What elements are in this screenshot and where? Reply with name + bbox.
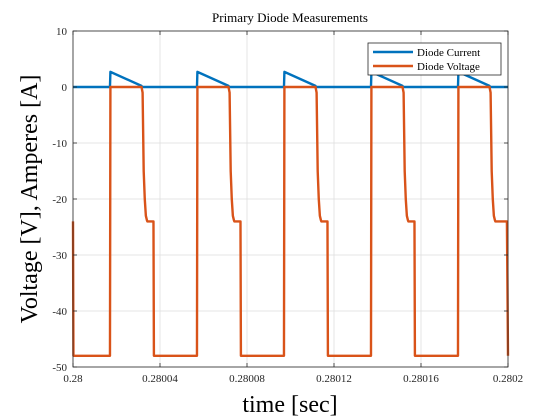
y-tick-label: -30 [52, 250, 67, 262]
x-axis-label: time [sec] [242, 392, 337, 418]
y-tick-label: -10 [52, 138, 67, 150]
y-tick-label: 0 [62, 82, 68, 94]
legend-label-diode-current: Diode Current [417, 47, 480, 59]
series-layer [71, 70, 510, 357]
x-tick-label: 0.28 [63, 373, 83, 385]
chart-title: Primary Diode Measurements [212, 10, 368, 25]
x-tick-label: 0.2802 [493, 373, 523, 385]
legend: Diode Current Diode Voltage [367, 42, 502, 76]
y-tick-label: -40 [52, 306, 67, 318]
x-tick-label: 0.28004 [142, 373, 178, 385]
series-line-diode-voltage [71, 85, 510, 357]
y-axis-label: Voltage [V], Amperes [A] [17, 75, 43, 324]
legend-box [367, 42, 502, 76]
y-tick-label: 10 [56, 26, 68, 38]
y-tick-label: -20 [52, 194, 67, 206]
axis-ticks: 0.28 0.28004 0.28008 0.28012 0.28016 0.2802 10… [52, 26, 523, 385]
legend-label-diode-voltage: Diode Voltage [417, 61, 480, 73]
x-tick-label: 0.28008 [229, 373, 265, 385]
y-tick-label: -50 [52, 362, 67, 374]
x-tick-label: 0.28016 [403, 373, 439, 385]
x-tick-label: 0.28012 [316, 373, 352, 385]
